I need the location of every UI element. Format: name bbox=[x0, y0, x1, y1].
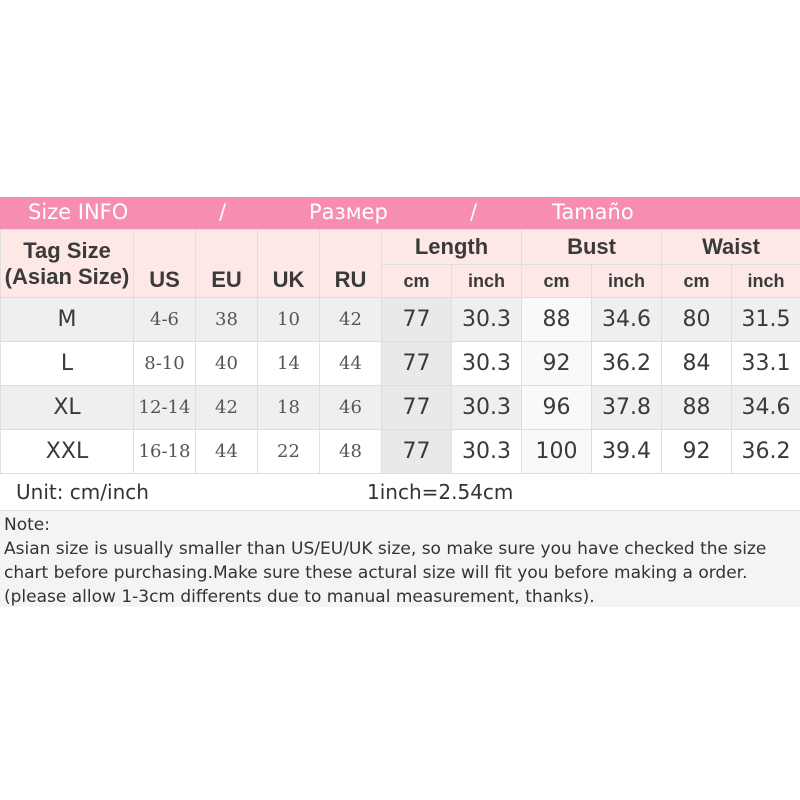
cell-ru: 44 bbox=[319, 341, 382, 386]
cell-uk: 10 bbox=[257, 297, 320, 342]
cell-us: 16-18 bbox=[133, 429, 196, 474]
table-row: M 4-6 38 10 42 77 30.3 88 34.6 80 31.5 bbox=[0, 297, 800, 342]
cell-eu: 42 bbox=[195, 385, 258, 430]
cell-us: 4-6 bbox=[133, 297, 196, 342]
header-length: Length bbox=[380, 229, 523, 265]
header-length-inch: inch bbox=[450, 264, 523, 298]
cell-len-in: 30.3 bbox=[450, 385, 523, 430]
cell-len-cm: 77 bbox=[381, 297, 452, 342]
cell-waist-in: 36.2 bbox=[731, 429, 800, 474]
size-chart: Size INFO / Размер / Tamaño Tag Size (As… bbox=[0, 197, 800, 607]
header-length-cm: cm bbox=[381, 264, 452, 298]
cell-tag: M bbox=[0, 297, 134, 342]
cell-bust-in: 34.6 bbox=[591, 297, 663, 342]
header-tag-size: Tag Size (Asian Size) bbox=[0, 229, 134, 298]
cell-len-cm: 77 bbox=[381, 341, 452, 386]
cell-tag: XL bbox=[0, 385, 134, 430]
cell-bust-in: 37.8 bbox=[591, 385, 663, 430]
unit-row: Unit: cm/inch 1inch=2.54cm bbox=[0, 474, 800, 511]
cell-waist-cm: 92 bbox=[661, 429, 733, 474]
cell-waist-in: 34.6 bbox=[731, 385, 800, 430]
cell-bust-cm: 96 bbox=[521, 385, 593, 430]
table-row: L 8-10 40 14 44 77 30.3 92 36.2 84 33.1 bbox=[0, 341, 800, 386]
cell-uk: 18 bbox=[257, 385, 320, 430]
note-text: Asian size is usually smaller than US/EU… bbox=[4, 539, 767, 607]
header-row: Tag Size (Asian Size) US EU UK RU Length… bbox=[0, 229, 800, 298]
cell-eu: 40 bbox=[195, 341, 258, 386]
header-eu: EU bbox=[195, 229, 258, 298]
header-bust-cm: cm bbox=[521, 264, 593, 298]
cell-waist-in: 33.1 bbox=[731, 341, 800, 386]
cell-len-cm: 77 bbox=[381, 429, 452, 474]
cell-ru: 46 bbox=[319, 385, 382, 430]
cell-len-in: 30.3 bbox=[450, 429, 523, 474]
cell-len-cm: 77 bbox=[381, 385, 452, 430]
table-row: XL 12-14 42 18 46 77 30.3 96 37.8 88 34.6 bbox=[0, 385, 800, 430]
cell-us: 12-14 bbox=[133, 385, 196, 430]
header-uk: UK bbox=[257, 229, 320, 298]
banner-separator: / bbox=[219, 200, 227, 224]
banner-en: Size INFO bbox=[28, 200, 129, 224]
note-title: Note: bbox=[4, 515, 50, 535]
cell-len-in: 30.3 bbox=[450, 297, 523, 342]
banner-ru: Размер bbox=[309, 200, 388, 224]
cell-waist-cm: 80 bbox=[661, 297, 733, 342]
cell-bust-in: 39.4 bbox=[591, 429, 663, 474]
cell-uk: 14 bbox=[257, 341, 320, 386]
asian-size-label: (Asian Size) bbox=[4, 263, 130, 289]
cell-bust-cm: 88 bbox=[521, 297, 593, 342]
cell-waist-in: 31.5 bbox=[731, 297, 800, 342]
cell-us: 8-10 bbox=[133, 341, 196, 386]
cell-eu: 38 bbox=[195, 297, 258, 342]
header-ru: RU bbox=[319, 229, 382, 298]
banner-separator: / bbox=[470, 200, 478, 224]
conversion-label: 1inch=2.54cm bbox=[367, 480, 514, 504]
cell-len-in: 30.3 bbox=[450, 341, 523, 386]
header-bust-inch: inch bbox=[591, 264, 663, 298]
header-bust: Bust bbox=[521, 229, 663, 265]
header-waist: Waist bbox=[661, 229, 800, 265]
unit-label: Unit: cm/inch bbox=[16, 480, 149, 504]
cell-uk: 22 bbox=[257, 429, 320, 474]
header-us: US bbox=[133, 229, 196, 298]
tag-size-label: Tag Size bbox=[23, 237, 111, 263]
unit-header-row: cm inch cm inch cm inch bbox=[1, 264, 800, 298]
cell-tag: L bbox=[0, 341, 134, 386]
cell-bust-in: 36.2 bbox=[591, 341, 663, 386]
banner-es: Tamaño bbox=[552, 200, 634, 224]
cell-ru: 48 bbox=[319, 429, 382, 474]
size-table: Tag Size (Asian Size) US EU UK RU Length… bbox=[0, 229, 800, 474]
header-waist-inch: inch bbox=[731, 264, 800, 298]
cell-tag: XXL bbox=[0, 429, 134, 474]
cell-bust-cm: 92 bbox=[521, 341, 593, 386]
note-box: Note: Asian size is usually smaller than… bbox=[0, 511, 800, 607]
cell-waist-cm: 88 bbox=[661, 385, 733, 430]
cell-waist-cm: 84 bbox=[661, 341, 733, 386]
cell-eu: 44 bbox=[195, 429, 258, 474]
header-waist-cm: cm bbox=[661, 264, 733, 298]
table-row: XXL 16-18 44 22 48 77 30.3 100 39.4 92 36.2 bbox=[0, 429, 800, 474]
cell-bust-cm: 100 bbox=[521, 429, 593, 474]
cell-ru: 42 bbox=[319, 297, 382, 342]
size-info-banner: Size INFO / Размер / Tamaño bbox=[0, 197, 800, 229]
